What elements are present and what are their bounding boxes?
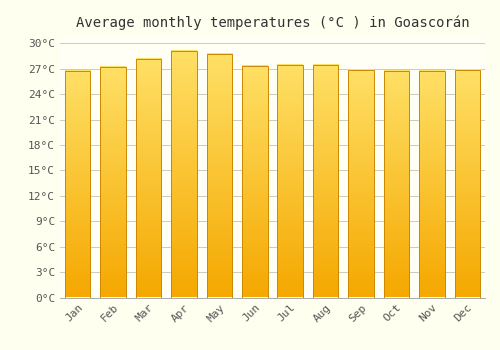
Bar bbox=[348, 70, 374, 298]
Bar bbox=[242, 66, 268, 298]
Bar bbox=[136, 59, 162, 298]
Bar bbox=[313, 65, 338, 298]
Bar bbox=[171, 51, 196, 298]
Bar bbox=[65, 71, 90, 297]
Bar bbox=[419, 71, 444, 298]
Bar bbox=[278, 65, 303, 298]
Bar bbox=[454, 70, 480, 298]
Bar bbox=[100, 67, 126, 298]
Bar bbox=[206, 55, 232, 298]
Bar bbox=[384, 71, 409, 298]
Title: Average monthly temperatures (°C ) in Goascorán: Average monthly temperatures (°C ) in Go… bbox=[76, 15, 469, 30]
